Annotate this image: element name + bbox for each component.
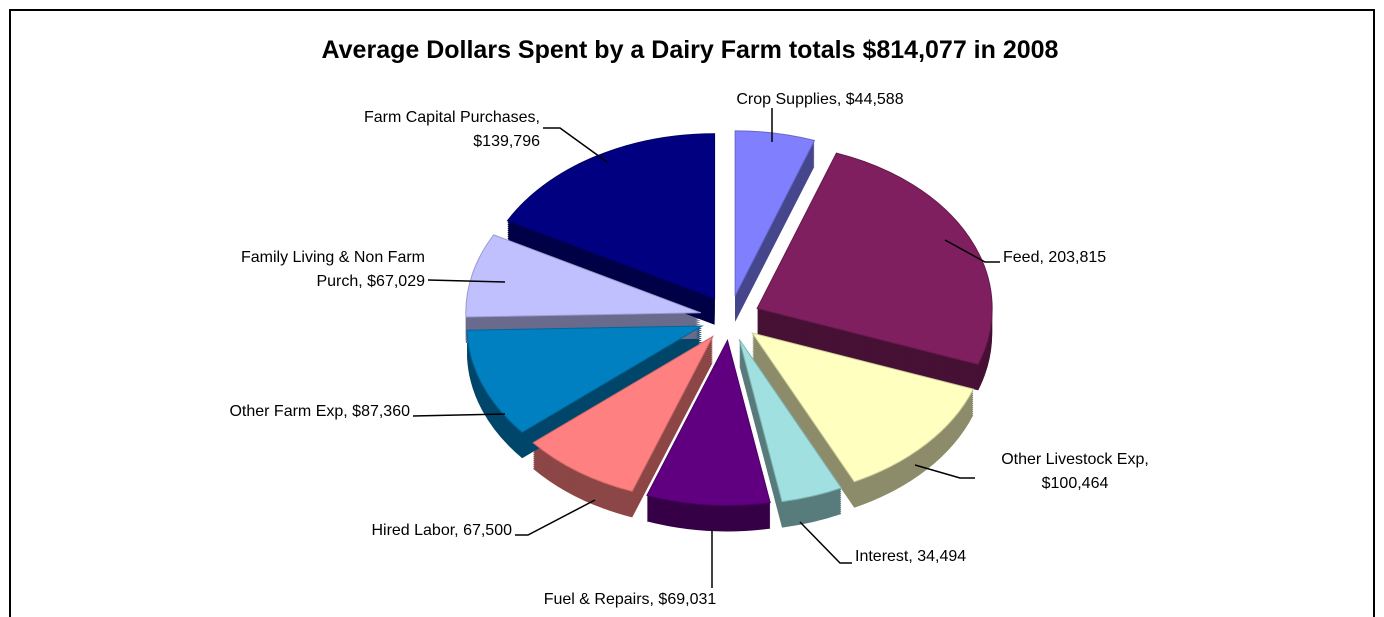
- leader-line: [427, 279, 506, 283]
- slice: [738, 339, 843, 503]
- slice: [466, 325, 704, 433]
- leader-line: [543, 127, 608, 163]
- leader-line: [412, 413, 506, 417]
- data-label: Family Living & Non Farm Purch, $67,029: [241, 249, 425, 290]
- chart-title: Average Dollars Spent by a Dairy Farm to…: [322, 36, 1059, 64]
- leader-line: [944, 239, 1000, 263]
- label-line: Family Living & Non Farm: [241, 249, 425, 266]
- slice: [465, 234, 701, 318]
- leader-line: [799, 521, 852, 564]
- data-label: Hired Labor, 67,500: [371, 522, 512, 539]
- label-line: $139,796: [473, 133, 540, 150]
- slice: [506, 133, 716, 300]
- slice: [646, 339, 771, 506]
- label-line: Other Livestock Exp,: [1001, 451, 1149, 468]
- slice: [756, 152, 993, 366]
- data-label: Feed, 203,815: [1003, 249, 1106, 266]
- label-line: Farm Capital Purchases,: [364, 109, 540, 126]
- leader-line: [515, 499, 596, 536]
- pie-tops: [465, 130, 993, 506]
- slice: [734, 130, 816, 297]
- data-label: Crop Supplies, $44,588: [736, 91, 903, 108]
- label-line: Purch, $67,029: [316, 273, 425, 290]
- data-label: Farm Capital Purchases, $139,796: [364, 109, 540, 150]
- data-label: Other Farm Exp, $87,360: [229, 403, 410, 420]
- data-label: Fuel & Repairs, $69,031: [544, 591, 717, 608]
- data-label: Interest, 34,494: [855, 548, 966, 565]
- slice: [751, 332, 975, 483]
- label-line: $100,464: [1042, 475, 1109, 492]
- data-label: Other Livestock Exp, $100,464: [1001, 451, 1149, 492]
- leader-line: [914, 464, 975, 479]
- slice: [532, 335, 715, 493]
